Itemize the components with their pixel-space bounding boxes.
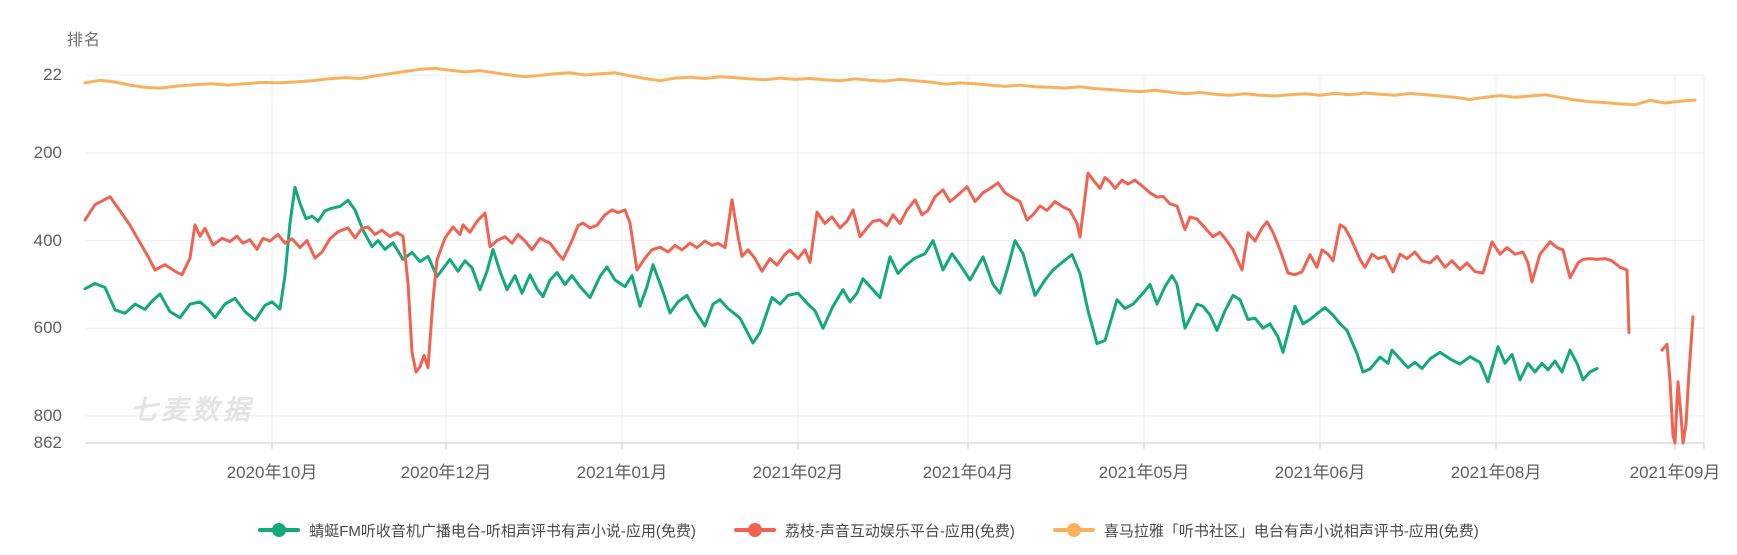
- legend-label: 荔枝-声音互动娱乐平台-应用(免费): [784, 522, 1015, 540]
- x-tick-label: 2020年10月: [226, 463, 318, 482]
- legend-label: 蜻蜓FM听收音机广播电台-听相声评书有声小说-应用(免费): [309, 522, 696, 540]
- series-line-lizhi[interactable]: [83, 171, 1631, 374]
- y-tick-label: 200: [33, 142, 62, 162]
- x-tick-label: 2020年12月: [400, 463, 492, 482]
- x-tick-label: 2021年04月: [922, 463, 1014, 482]
- legend-item-lizhi[interactable]: 荔枝-声音互动娱乐平台-应用(免费): [733, 520, 1015, 541]
- y-axis-title: 排名: [67, 32, 102, 49]
- y-tick-label: 862: [33, 433, 62, 452]
- series-line-ximalaya[interactable]: [83, 66, 1697, 107]
- legend-item-qingting[interactable]: 蜻蜓FM听收音机广播电台-听相声评书有声小说-应用(免费): [258, 520, 696, 541]
- y-tick-label: 400: [33, 230, 62, 250]
- legend-item-ximalaya[interactable]: 喜马拉雅「听书社区」电台有声小说相声评书-应用(免费): [1052, 520, 1479, 541]
- x-tick-label: 2021年01月: [576, 463, 668, 482]
- y-tick-label: 22: [43, 65, 62, 84]
- y-tick-label: 600: [33, 318, 62, 338]
- x-tick-label: 2021年08月: [1450, 463, 1542, 482]
- legend: 蜻蜓FM听收音机广播电台-听相声评书有声小说-应用(免费) 荔枝-声音互动娱乐平…: [0, 513, 1737, 547]
- x-tick-label: 2021年02月: [752, 463, 844, 482]
- x-tick-label: 2021年06月: [1274, 463, 1366, 482]
- y-tick-label: 800: [33, 405, 62, 425]
- line-dot-marker-icon: [733, 522, 776, 538]
- series-line-lizhi[interactable]: [1660, 315, 1695, 445]
- legend-label: 喜马拉雅「听书社区」电台有声小说相声评书-应用(免费): [1103, 522, 1479, 540]
- line-dot-marker-icon: [1052, 522, 1095, 538]
- x-tick-label: 2021年05月: [1098, 463, 1190, 482]
- series-line-qingting[interactable]: [83, 185, 1599, 384]
- watermark: 七麦数据: [130, 395, 254, 425]
- x-tick-label: 2021年09月: [1629, 463, 1721, 482]
- line-dot-marker-icon: [258, 522, 301, 538]
